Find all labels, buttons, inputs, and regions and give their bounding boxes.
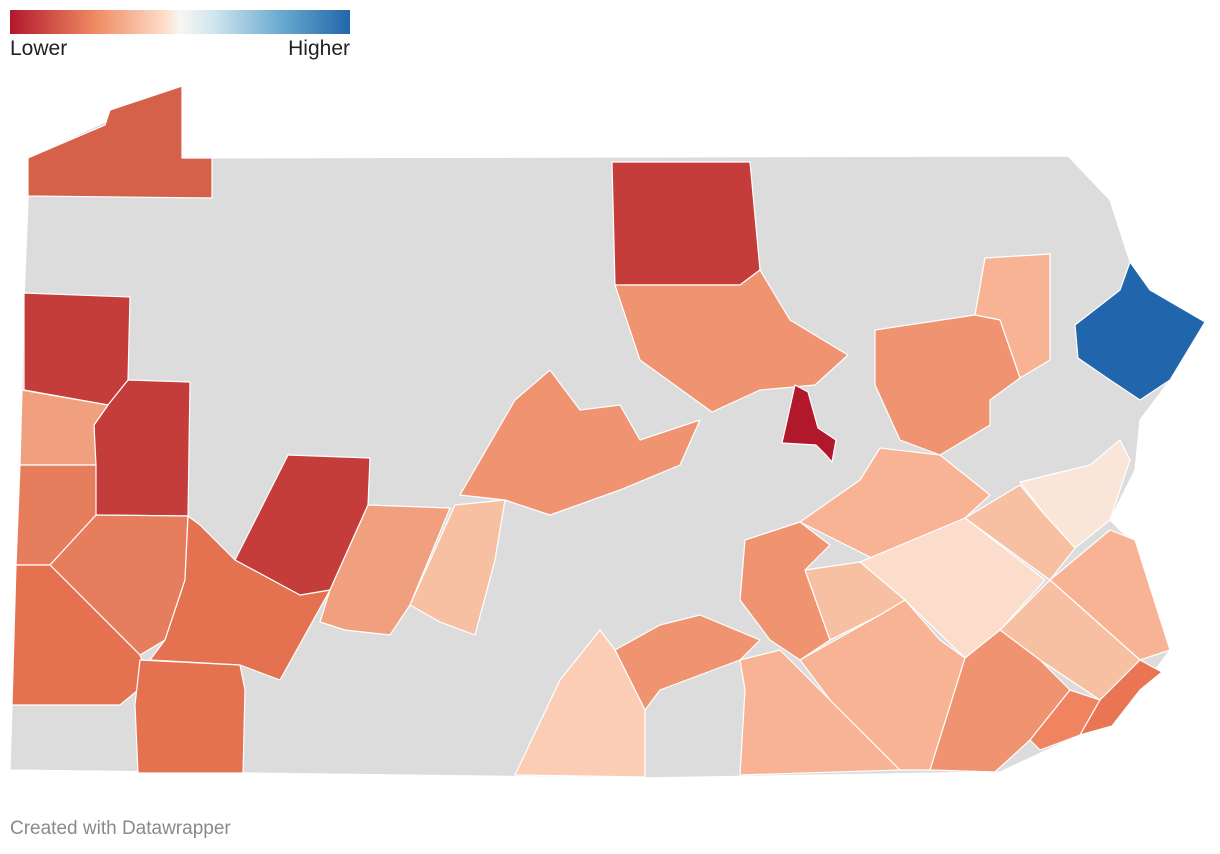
county-potter[interactable]: [611, 161, 761, 286]
county-westmoreland[interactable]: [149, 515, 331, 681]
county-erie[interactable]: [27, 85, 213, 199]
county-cambria[interactable]: [319, 504, 451, 636]
legend-gradient-bar: [10, 10, 350, 34]
county-philadelphia[interactable]: [1079, 659, 1163, 736]
county-clinton[interactable]: [459, 369, 701, 516]
pennsylvania-county-map: [9, 85, 1206, 779]
county-lycoming[interactable]: [614, 269, 849, 413]
county-franklin[interactable]: [514, 629, 646, 778]
county-lawrence[interactable]: [19, 389, 109, 466]
county-fayette[interactable]: [134, 659, 246, 774]
county-cumberland[interactable]: [614, 614, 761, 711]
county-crawford[interactable]: [23, 292, 131, 406]
legend-high-label: Higher: [288, 37, 350, 60]
county-luzerne[interactable]: [874, 314, 1021, 456]
county-pike[interactable]: [1074, 261, 1206, 401]
county-lehigh[interactable]: [964, 484, 1076, 581]
datawrapper-credit: Created with Datawrapper: [10, 818, 231, 839]
legend-low-label: Lower: [10, 37, 68, 60]
county-montour[interactable]: [781, 384, 837, 463]
color-legend: Lower Higher: [10, 10, 350, 60]
